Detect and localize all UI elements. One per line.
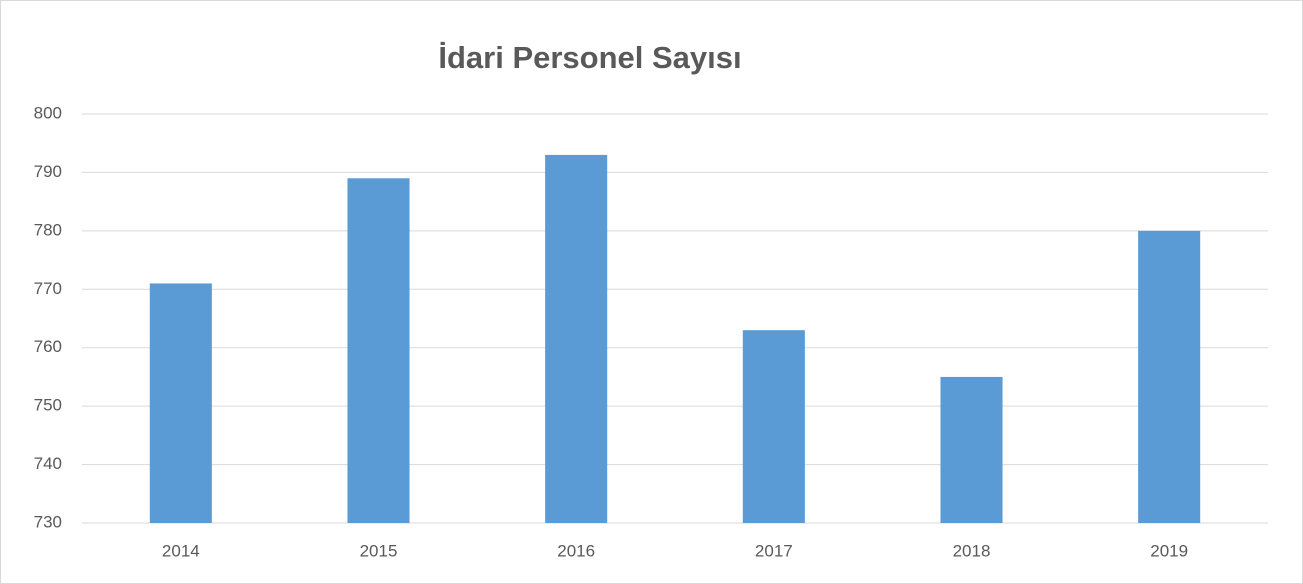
- y-tick-label: 790: [34, 162, 62, 181]
- bar: [545, 154, 608, 523]
- y-tick-label: 780: [34, 220, 62, 239]
- bar: [940, 376, 1003, 523]
- bar: [347, 178, 410, 523]
- bar: [742, 330, 805, 523]
- y-tick-label: 730: [34, 512, 62, 531]
- bar: [149, 283, 212, 523]
- bar: [1138, 230, 1201, 523]
- y-tick-label: 770: [34, 279, 62, 298]
- x-tick-label: 2014: [162, 541, 200, 560]
- chart-title: İdari Personel Sayısı: [438, 40, 741, 75]
- y-tick-label: 760: [34, 337, 62, 356]
- x-tick-label: 2017: [755, 541, 793, 560]
- y-tick-label: 800: [34, 103, 62, 122]
- x-tick-label: 2016: [557, 541, 595, 560]
- x-tick-label: 2018: [953, 541, 991, 560]
- x-tick-label: 2019: [1150, 541, 1188, 560]
- x-tick-label: 2015: [360, 541, 398, 560]
- y-tick-label: 750: [34, 396, 62, 415]
- y-tick-label: 740: [34, 454, 62, 473]
